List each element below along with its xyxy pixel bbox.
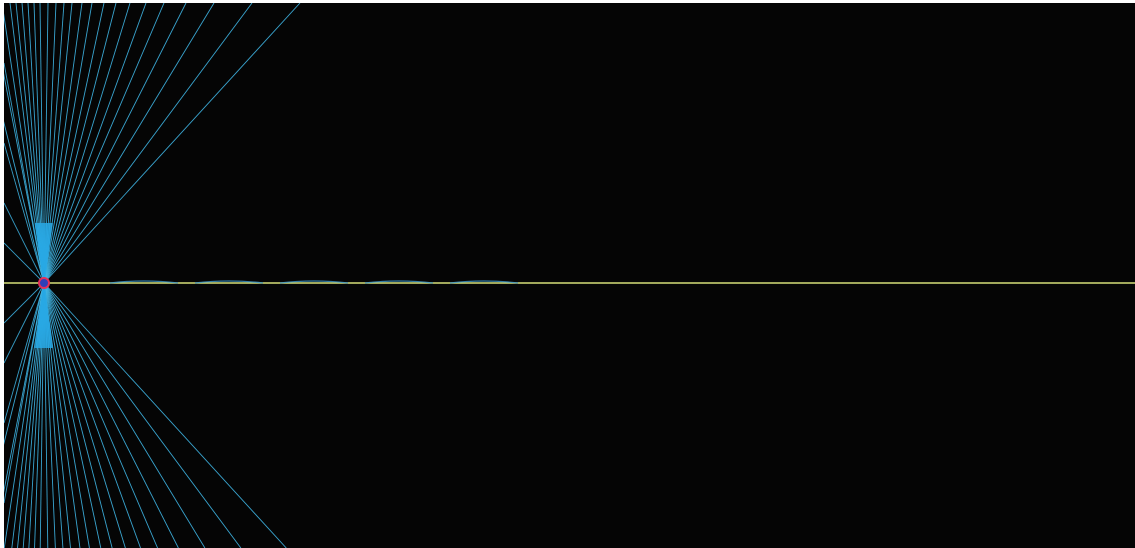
axis-ripple-5 [449, 280, 519, 284]
ray-lower-21 [43, 282, 179, 548]
ray-lower-22 [43, 282, 206, 548]
axis-ripple-4 [364, 280, 434, 284]
ray-upper-left-4 [4, 242, 45, 284]
ray-upper-1 [4, 121, 45, 284]
ray-canvas[interactable] [4, 3, 1135, 548]
ray-upper-left-1 [4, 62, 45, 284]
ray-lower-15 [43, 282, 90, 548]
ray-upper-left-3 [4, 202, 45, 284]
ray-lower-19 [43, 282, 141, 548]
ray-lower-left-2 [4, 282, 45, 424]
axis-ripple-3 [279, 280, 349, 284]
ray-upper-21 [43, 3, 187, 284]
ray-upper-22 [43, 3, 215, 284]
ray-lower-left-1 [4, 282, 45, 504]
ray-upper-19 [43, 3, 147, 284]
core-ray-down-40 [43, 282, 54, 349]
ray-core-glow [34, 222, 54, 349]
ray-upper-2 [4, 73, 45, 284]
ray-upper-left-2 [4, 142, 45, 284]
ray-lower-20 [43, 282, 158, 548]
ray-upper-15 [43, 3, 93, 284]
ray-upper-23 [43, 3, 253, 284]
ray-lower-left-3 [4, 282, 45, 364]
ray-lower-left-4 [4, 282, 45, 324]
ray-lower-17 [43, 282, 113, 548]
ray-lower-2 [4, 282, 45, 493]
axis-ripples [109, 280, 519, 284]
ray-upper-18 [43, 3, 131, 284]
axis-ripple-1 [109, 280, 179, 284]
ray-lower-18 [43, 282, 126, 548]
ray-upper-24 [43, 3, 301, 284]
ray-lower-16 [43, 282, 102, 548]
light-source-icon[interactable] [38, 277, 50, 289]
axis-ripple-2 [194, 280, 264, 284]
ray-upper-20 [43, 3, 165, 284]
canvas-background [4, 3, 1135, 548]
ray-upper-16 [43, 3, 105, 284]
ray-lower-23 [43, 282, 242, 548]
core-ray-up-40 [43, 222, 54, 284]
ray-lower-1 [4, 282, 45, 445]
ray-lower-24 [43, 282, 287, 548]
ray-upper-17 [43, 3, 117, 284]
